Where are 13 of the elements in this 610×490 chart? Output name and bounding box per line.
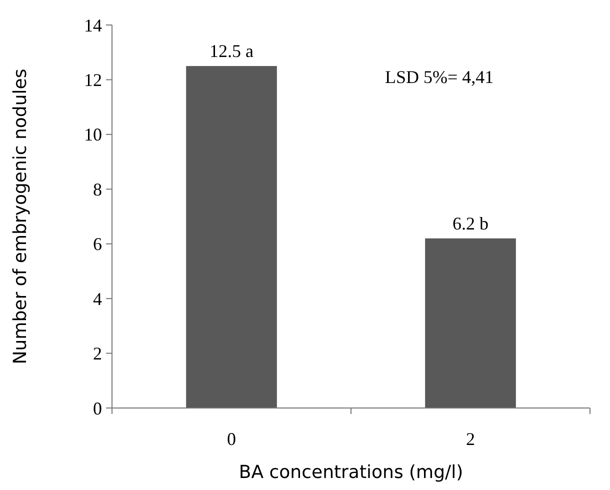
x-axis-title: BA concentrations (mg/l)	[238, 462, 464, 483]
data-label: 6.2 b	[452, 213, 488, 234]
y-tick-label: 0	[93, 398, 102, 418]
annotation: LSD 5%= 4,41	[385, 67, 494, 87]
y-tick-label: 6	[93, 234, 102, 254]
y-tick-label: 2	[93, 344, 102, 364]
y-tick-label: 12	[84, 70, 102, 90]
y-axis-title: Number of embryogenic nodules	[10, 68, 31, 364]
data-label: 12.5 a	[210, 41, 254, 62]
y-tick-label: 14	[84, 15, 102, 36]
y-tick-label: 10	[84, 124, 102, 145]
y-tick-label: 8	[93, 179, 102, 200]
y-tick-label: 4	[93, 288, 102, 309]
